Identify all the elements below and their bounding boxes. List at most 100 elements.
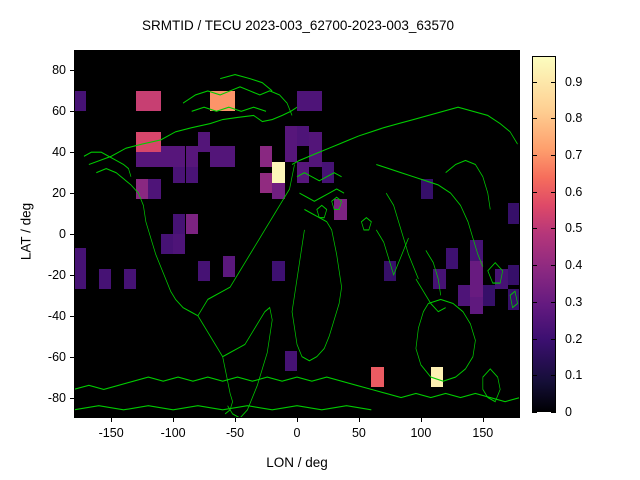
x-tick <box>482 418 484 422</box>
y-tick <box>70 397 74 399</box>
colorbar-tick <box>551 301 556 303</box>
colorbar <box>532 56 556 412</box>
colorbar-tick <box>532 191 537 193</box>
heatmap-cell <box>297 90 310 112</box>
colorbar-tick <box>551 412 556 413</box>
x-tick <box>297 418 298 422</box>
colorbar-tick <box>551 265 556 267</box>
y-tick <box>70 315 74 317</box>
y-tick <box>70 70 74 72</box>
heatmap-cell <box>173 162 186 183</box>
heatmap-cell <box>430 366 444 388</box>
heatmap-cell <box>222 146 236 167</box>
y-tick <box>70 356 74 358</box>
y-tick-label: 0 <box>59 227 66 241</box>
colorbar-tick <box>532 338 537 340</box>
heatmap-cell <box>420 178 434 200</box>
x-tick <box>420 418 422 422</box>
y-tick-label: -60 <box>47 349 66 364</box>
heatmap-cell <box>383 260 397 281</box>
heatmap-cell <box>148 90 161 112</box>
heatmap-cell <box>123 268 136 290</box>
x-tick-label: 50 <box>351 426 366 440</box>
colorbar-tick <box>551 118 556 120</box>
chart-title: SRMTID / TECU 2023-003_62700-2023-003_63… <box>142 18 454 33</box>
x-tick <box>235 418 237 422</box>
heatmap-cell <box>482 285 496 306</box>
y-tick <box>70 274 74 276</box>
y-tick-label: -80 <box>47 390 66 405</box>
colorbar-tick-label: 0.8 <box>565 111 583 126</box>
heatmap-cell <box>222 256 236 277</box>
heatmap-cell <box>185 162 198 183</box>
heatmap-cell <box>98 268 112 290</box>
heatmap-cell <box>185 213 198 234</box>
heatmap-cell <box>197 260 211 281</box>
heatmap-cell <box>197 131 211 153</box>
heatmap-cell <box>507 203 520 224</box>
heatmap-cell <box>74 90 87 112</box>
heatmap-cell <box>74 248 87 269</box>
colorbar-tick <box>532 118 537 120</box>
colorbar-tick <box>532 228 537 230</box>
colorbar-tick <box>532 81 537 83</box>
y-tick-label: 40 <box>52 145 66 160</box>
heatmap-cell <box>470 293 483 314</box>
heatmap-cell <box>259 172 273 194</box>
y-tick <box>70 193 74 195</box>
heatmap-cell <box>284 142 297 163</box>
colorbar-tick <box>532 375 537 377</box>
heatmap-cell <box>495 268 508 290</box>
x-tick <box>111 418 113 422</box>
colorbar-tick <box>532 265 537 267</box>
heatmap-cell <box>470 276 483 298</box>
y-tick-label: -40 <box>47 308 66 323</box>
colorbar-tick <box>551 375 556 377</box>
y-tick <box>70 152 74 154</box>
heatmap-cell <box>148 178 161 200</box>
x-tick <box>173 418 175 422</box>
colorbar-tick-label: 0.2 <box>565 331 583 346</box>
x-tick <box>358 418 360 422</box>
colorbar-tick <box>532 412 537 413</box>
x-tick-label: -100 <box>160 426 186 440</box>
x-tick-label: -150 <box>98 426 124 440</box>
colorbar-tick-label: 0.5 <box>565 221 583 236</box>
map-plot-area[interactable] <box>74 50 520 418</box>
heatmap-cell <box>297 162 310 183</box>
heatmap-cell <box>309 131 322 153</box>
x-tick-label: 100 <box>410 426 432 440</box>
heatmap-cell <box>173 146 186 167</box>
heatmap-cell <box>470 260 483 281</box>
heatmap-cell <box>135 131 149 153</box>
y-tick-label: 60 <box>52 104 66 119</box>
y-tick-label: -20 <box>47 267 66 282</box>
x-tick-label: 150 <box>472 426 494 440</box>
heatmap-cell <box>160 146 174 167</box>
colorbar-tick-label: 0 <box>565 405 572 419</box>
colorbar-tick <box>551 338 556 340</box>
heatmap-cell <box>173 234 186 255</box>
heatmap-cell <box>185 146 198 167</box>
heatmap-cell <box>371 366 384 388</box>
colorbar-tick-label: 0.9 <box>565 74 583 89</box>
y-tick <box>70 234 74 235</box>
heatmap-cell <box>284 125 297 147</box>
colorbar-tick <box>551 155 556 157</box>
colorbar-tick-label: 0.4 <box>565 258 583 273</box>
heatmap-cell <box>259 146 273 167</box>
heatmap-cell <box>507 264 520 286</box>
colorbar-tick <box>532 301 537 303</box>
heatmap-cell <box>210 146 223 167</box>
colorbar-tick <box>551 228 556 230</box>
heatmap-cell <box>173 213 186 234</box>
y-tick <box>70 111 74 113</box>
y-tick-label: 20 <box>52 186 66 201</box>
x-tick-label: 0 <box>293 426 301 440</box>
colorbar-tick-label: 0.3 <box>565 294 583 309</box>
heatmap-cell <box>334 199 347 220</box>
heatmap-cell <box>148 131 161 153</box>
x-tick-label: -50 <box>226 426 245 440</box>
colorbar-tick <box>532 155 537 157</box>
